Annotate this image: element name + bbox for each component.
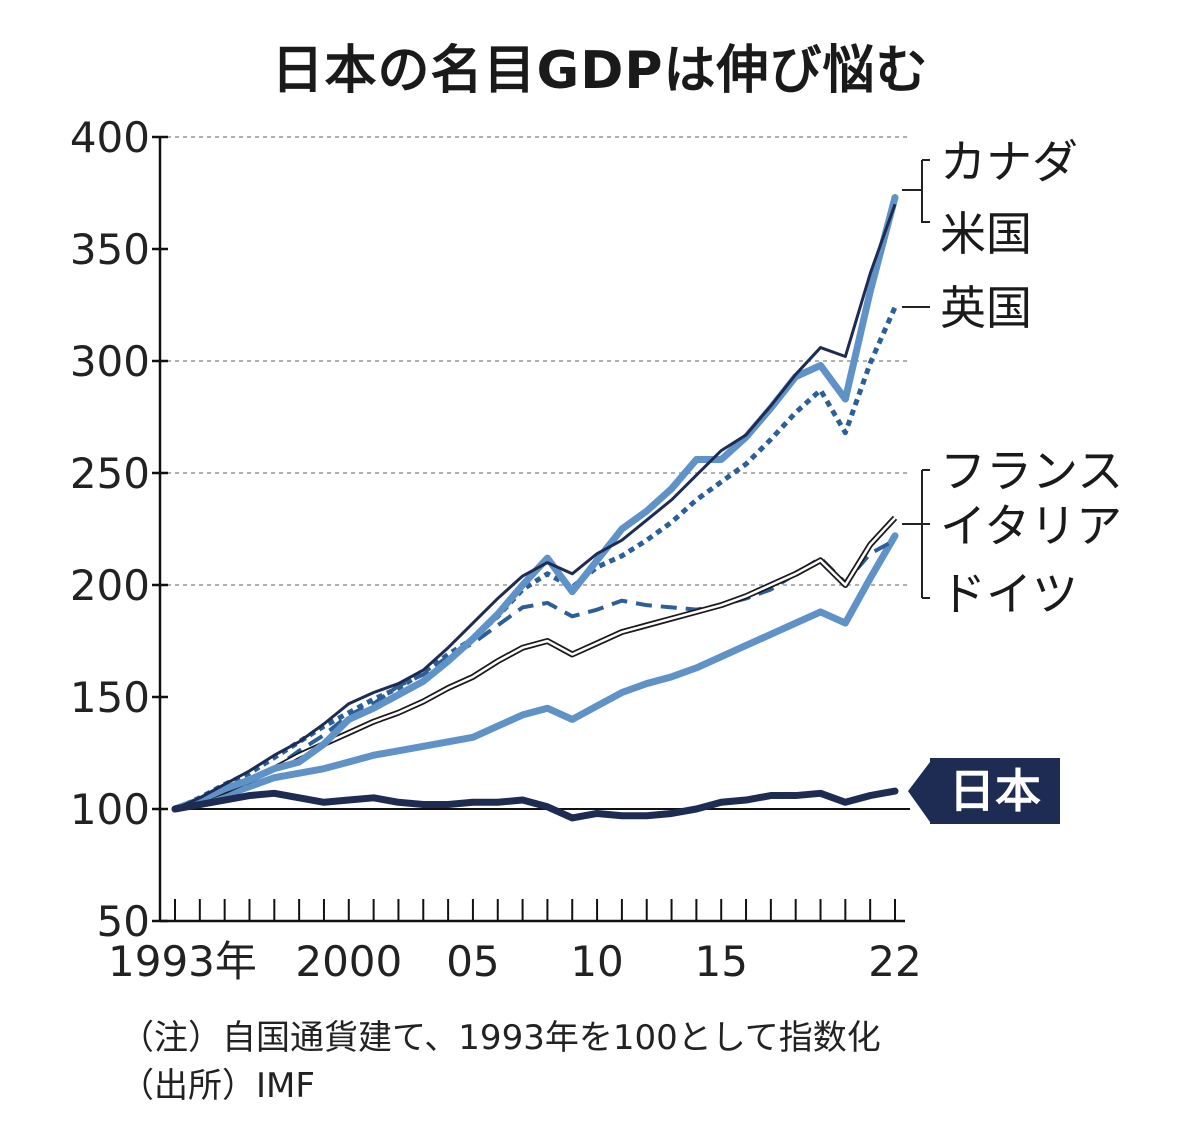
legend-bracket-2 bbox=[902, 469, 930, 599]
x-tick-label: 1993年 bbox=[108, 937, 257, 986]
y-tick-label: 50 bbox=[97, 897, 150, 946]
series-line bbox=[174, 516, 896, 811]
series-イタリア bbox=[173, 515, 898, 812]
y-tick-label: 400 bbox=[70, 113, 150, 162]
legend-japan-badge bbox=[930, 758, 1060, 824]
y-tick-label: 250 bbox=[70, 449, 150, 498]
series-layer bbox=[171, 193, 899, 822]
legend-label-italy: イタリア bbox=[940, 499, 1122, 553]
x-tick-label: 15 bbox=[694, 937, 747, 986]
chart-note: （注）自国通貨建て、1993年を100として指数化 bbox=[120, 1018, 881, 1058]
x-tick-label: 22 bbox=[868, 937, 921, 986]
series-フランス bbox=[174, 538, 896, 811]
legend-japan-pointer bbox=[908, 762, 930, 822]
legend-label-usa: 米国 bbox=[940, 207, 1032, 261]
legend-label-france: フランス bbox=[940, 444, 1123, 498]
x-tick-label: 10 bbox=[570, 937, 623, 986]
y-tick-label: 150 bbox=[70, 673, 150, 722]
series-日本 bbox=[171, 787, 899, 822]
y-tick-label: 350 bbox=[70, 225, 150, 274]
chart-title: 日本の名目GDPは伸び悩む bbox=[271, 41, 929, 101]
legend-label-germany: ドイツ bbox=[940, 567, 1078, 621]
series-カナダ bbox=[171, 193, 899, 813]
x-tick-label: 05 bbox=[446, 937, 499, 986]
series-line bbox=[171, 532, 899, 813]
series-ドイツ bbox=[171, 532, 899, 813]
y-tick-label: 100 bbox=[70, 785, 150, 834]
series-line bbox=[174, 538, 896, 811]
x-tick-label: 2000 bbox=[295, 937, 402, 986]
legend-bracket-1 bbox=[902, 159, 930, 223]
series-line bbox=[171, 193, 899, 813]
series-line bbox=[171, 787, 899, 822]
y-tick-label: 200 bbox=[70, 561, 150, 610]
legend-label-canada: カナダ bbox=[940, 135, 1078, 189]
series-line bbox=[174, 203, 897, 811]
series-米国 bbox=[174, 203, 897, 811]
legend-label-japan: 日本 bbox=[949, 764, 1041, 818]
y-tick-label: 300 bbox=[70, 337, 150, 386]
grid-layer bbox=[167, 136, 910, 810]
legend-label-uk: 英国 bbox=[940, 281, 1032, 335]
chart-source: （出所）IMF bbox=[120, 1066, 315, 1106]
